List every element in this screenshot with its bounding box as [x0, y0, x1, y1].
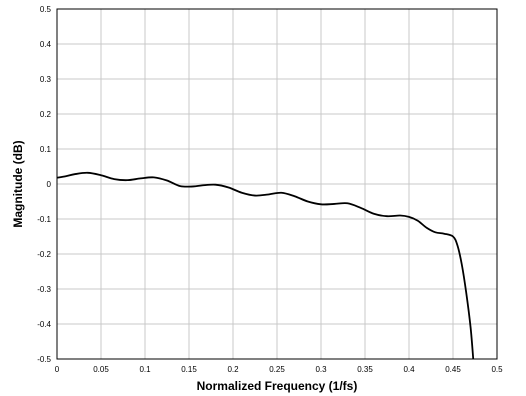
y-axis-title: Magnitude (dB) [11, 140, 25, 227]
x-axis-title: Normalized Frequency (1/fs) [197, 379, 358, 393]
y-tick-label: -0.4 [37, 320, 51, 329]
y-tick-label: 0.5 [40, 5, 52, 14]
plot-series [56, 171, 475, 360]
grid-lines [56, 8, 498, 360]
x-tick-label: 0.2 [227, 365, 239, 374]
x-tick-label: 0.45 [445, 365, 461, 374]
x-tick-label: 0.3 [315, 365, 327, 374]
y-tick-label: 0.1 [40, 145, 52, 154]
x-tick-label: 0.25 [269, 365, 285, 374]
y-tick-label: -0.3 [37, 285, 51, 294]
y-tick-label: -0.5 [37, 355, 51, 364]
x-tick-label: 0.05 [93, 365, 109, 374]
x-tick-label: 0.15 [181, 365, 197, 374]
y-tick-label: 0.2 [40, 110, 52, 119]
y-tick-label: 0.3 [40, 75, 52, 84]
x-tick-labels: 0 0.05 0.1 0.15 0.2 0.25 0.3 0.35 0.4 0.45 0.5 [55, 365, 503, 374]
y-tick-label: 0 [47, 180, 52, 189]
y-tick-label: 0.4 [40, 40, 52, 49]
x-tick-label: 0.35 [357, 365, 373, 374]
y-tick-label: -0.1 [37, 215, 51, 224]
y-tick-labels: 0.5 0.4 0.3 0.2 0.1 0 -0.1 -0.2 -0.3 -0.4 -0.5 [37, 5, 51, 364]
magnitude-curve [56, 171, 475, 360]
x-tick-label: 0 [55, 365, 60, 374]
x-tick-label: 0.5 [491, 365, 503, 374]
y-tick-label: -0.2 [37, 250, 51, 259]
x-tick-label: 0.4 [403, 365, 415, 374]
x-tick-label: 0.1 [139, 365, 151, 374]
plot-frame [56, 8, 498, 360]
